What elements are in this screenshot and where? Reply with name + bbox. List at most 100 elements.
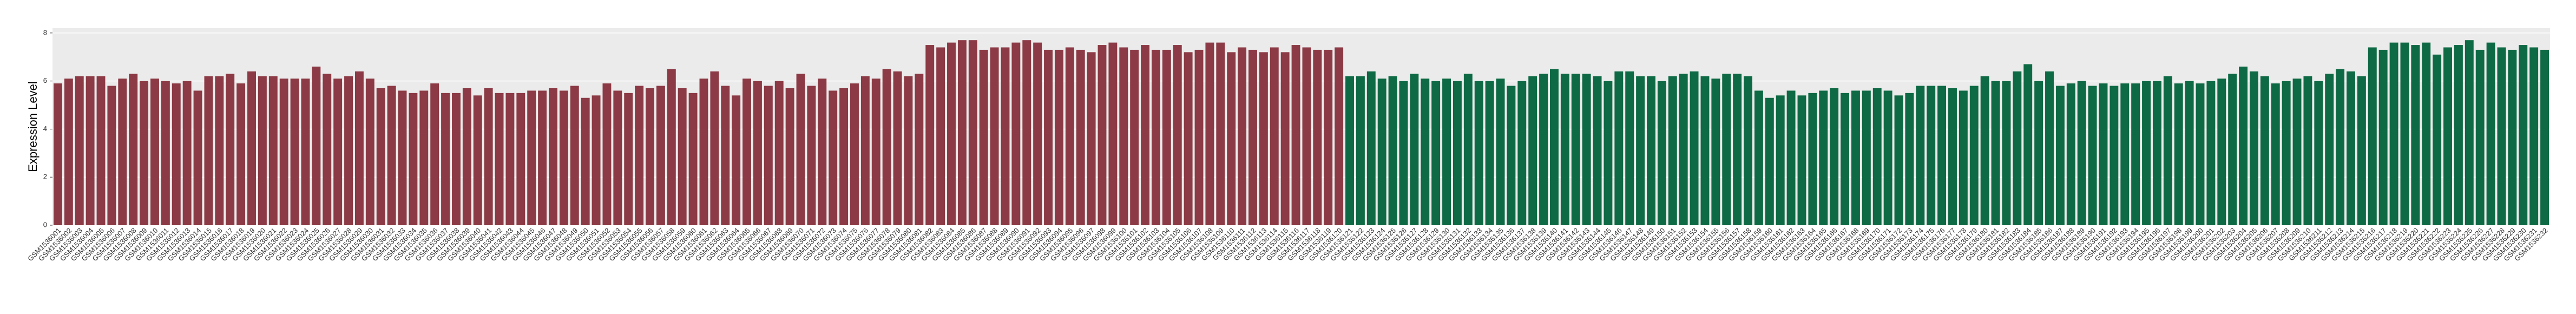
bar — [1431, 81, 1441, 225]
bar — [2497, 47, 2506, 225]
bar — [118, 78, 127, 225]
bar — [2131, 83, 2140, 225]
bar — [1830, 88, 1839, 225]
bar — [1560, 74, 1569, 225]
bar — [495, 93, 504, 225]
bar — [1948, 88, 1957, 225]
bar — [86, 76, 95, 225]
bar — [2378, 49, 2388, 225]
bar — [268, 76, 278, 225]
bar — [161, 81, 170, 225]
bar — [1657, 81, 1666, 225]
bar — [1636, 76, 1645, 225]
bar — [904, 76, 913, 225]
bar — [592, 95, 601, 225]
bar — [1313, 49, 1322, 225]
bar — [2013, 71, 2022, 225]
bar — [1001, 47, 1010, 225]
bar — [1647, 76, 1655, 225]
bar — [301, 78, 310, 225]
bar — [1421, 78, 1430, 225]
bar — [1366, 71, 1376, 225]
bar — [1270, 47, 1279, 225]
bar — [1905, 93, 1914, 225]
bar — [1539, 74, 1548, 225]
bar — [656, 86, 665, 225]
bar — [1808, 93, 1817, 225]
bar — [354, 71, 364, 225]
bar — [2540, 49, 2549, 225]
bar — [2163, 76, 2172, 225]
bar — [1011, 42, 1021, 225]
bar — [1916, 86, 1925, 225]
bar — [2206, 81, 2216, 225]
bar — [516, 93, 525, 225]
bar — [1335, 47, 1344, 225]
bar — [2228, 74, 2237, 225]
bar — [2400, 42, 2409, 225]
bar — [1528, 76, 1537, 225]
bar — [2174, 83, 2183, 225]
bar — [1141, 45, 1150, 225]
bar — [2529, 47, 2539, 225]
bar — [1959, 90, 1968, 225]
bar — [1388, 76, 1397, 225]
bar — [2433, 54, 2442, 225]
bar — [1130, 49, 1139, 225]
bar — [839, 88, 849, 225]
bar — [1969, 86, 1979, 225]
bar — [1184, 52, 1193, 225]
bar — [1614, 71, 1624, 225]
bar — [1496, 78, 1505, 225]
bar — [1054, 49, 1063, 225]
bar — [344, 76, 353, 225]
bar — [1679, 74, 1688, 225]
bar — [1937, 86, 1947, 225]
bar — [785, 88, 794, 225]
bar — [764, 86, 773, 225]
bar — [1786, 90, 1796, 225]
bar — [1625, 71, 1634, 225]
bar — [549, 88, 557, 225]
bar — [1151, 49, 1160, 225]
bar — [1754, 90, 1763, 225]
bar — [1098, 45, 1107, 225]
bar — [2422, 42, 2431, 225]
bar — [1872, 88, 1882, 225]
bar — [2045, 71, 2054, 225]
bar — [1087, 52, 1096, 225]
bar — [1593, 76, 1602, 225]
bar — [2519, 45, 2528, 225]
bar — [871, 78, 880, 225]
bar — [2002, 81, 2011, 225]
bar — [613, 90, 622, 225]
bar — [742, 78, 752, 225]
bar — [2271, 83, 2280, 225]
bar — [1291, 45, 1300, 225]
bar — [850, 83, 859, 225]
bar — [2110, 86, 2119, 225]
bar — [1280, 52, 1290, 225]
bar — [721, 86, 730, 225]
bar — [2475, 49, 2485, 225]
bar — [258, 76, 267, 225]
bar — [667, 69, 676, 226]
bar — [1711, 78, 1720, 225]
bar — [2303, 76, 2312, 225]
bar — [1571, 74, 1580, 225]
bar — [2120, 83, 2130, 225]
bar — [484, 88, 493, 225]
bar — [570, 86, 579, 225]
bar — [624, 93, 633, 225]
bar — [2196, 83, 2205, 225]
bar — [2066, 83, 2075, 225]
bar — [290, 78, 299, 225]
bar — [2260, 76, 2269, 225]
bar — [333, 78, 343, 225]
bar — [2314, 81, 2323, 225]
bar — [807, 86, 816, 225]
bar — [1517, 81, 1527, 225]
bar — [1356, 76, 1365, 225]
bar — [1302, 47, 1311, 225]
bar — [1044, 49, 1053, 225]
